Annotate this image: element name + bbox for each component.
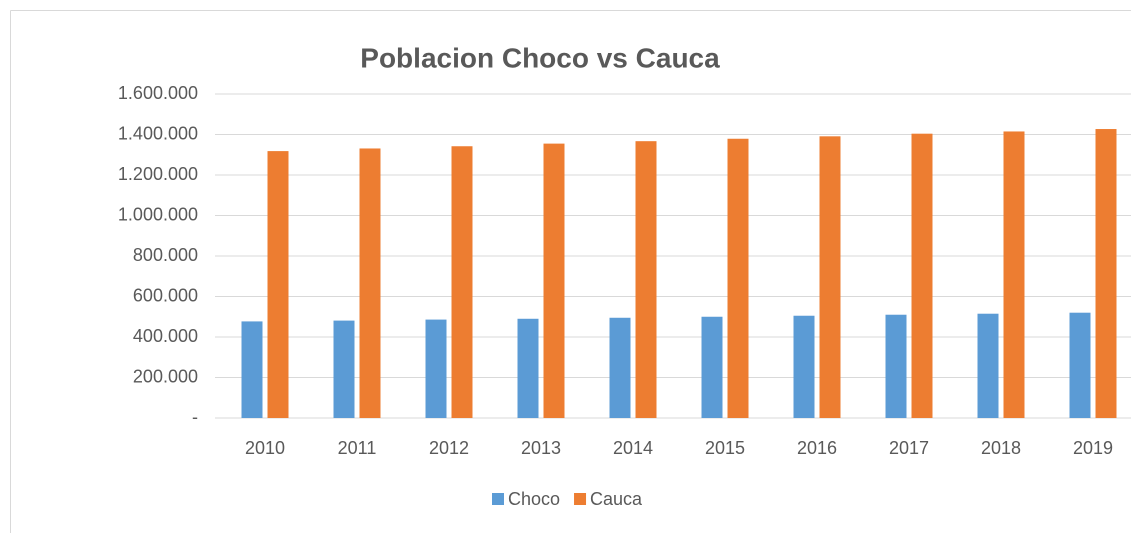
y-tick-label: 400.000 <box>133 326 198 346</box>
bar <box>977 313 999 418</box>
legend-label: Cauca <box>590 489 643 509</box>
bar <box>517 318 539 418</box>
y-tick-label: 600.000 <box>133 285 198 305</box>
bar <box>885 314 907 418</box>
bar <box>727 138 749 418</box>
y-tick-label: 1.000.000 <box>118 204 198 224</box>
bar <box>333 320 355 418</box>
bar <box>635 141 657 418</box>
bar <box>819 136 841 418</box>
bar <box>267 151 289 419</box>
x-tick-label: 2016 <box>797 438 837 458</box>
bar <box>451 146 473 418</box>
x-tick-label: 2010 <box>245 438 285 458</box>
x-tick-label: 2014 <box>613 438 653 458</box>
x-tick-label: 2019 <box>1073 438 1113 458</box>
y-tick-label: 1.400.000 <box>118 123 198 143</box>
bar <box>1069 312 1091 418</box>
bar <box>911 133 933 418</box>
bar <box>701 316 723 418</box>
x-tick-label: 2012 <box>429 438 469 458</box>
bar <box>241 321 263 418</box>
y-tick-label: 200.000 <box>133 366 198 386</box>
x-tick-label: 2011 <box>338 438 377 458</box>
y-tick-label: 1.600.000 <box>118 83 198 103</box>
legend-swatch <box>574 493 587 505</box>
legend-swatch <box>492 493 504 505</box>
x-tick-label: 2015 <box>705 438 745 458</box>
bar <box>543 143 565 419</box>
bar <box>1095 129 1117 418</box>
x-tick-label: 2017 <box>889 438 929 458</box>
bar <box>1003 131 1025 418</box>
bar <box>425 319 447 418</box>
bar <box>793 315 815 418</box>
chart-title: Poblacion Choco vs Cauca <box>360 42 720 73</box>
x-tick-label: 2018 <box>981 438 1021 458</box>
y-tick-label: 800.000 <box>133 245 198 265</box>
bar <box>359 148 381 418</box>
y-tick-label: - <box>192 407 198 427</box>
y-tick-label: 1.200.000 <box>118 164 198 184</box>
bar <box>609 317 631 418</box>
legend-label: Choco <box>508 489 560 509</box>
x-tick-label: 2013 <box>521 438 561 458</box>
